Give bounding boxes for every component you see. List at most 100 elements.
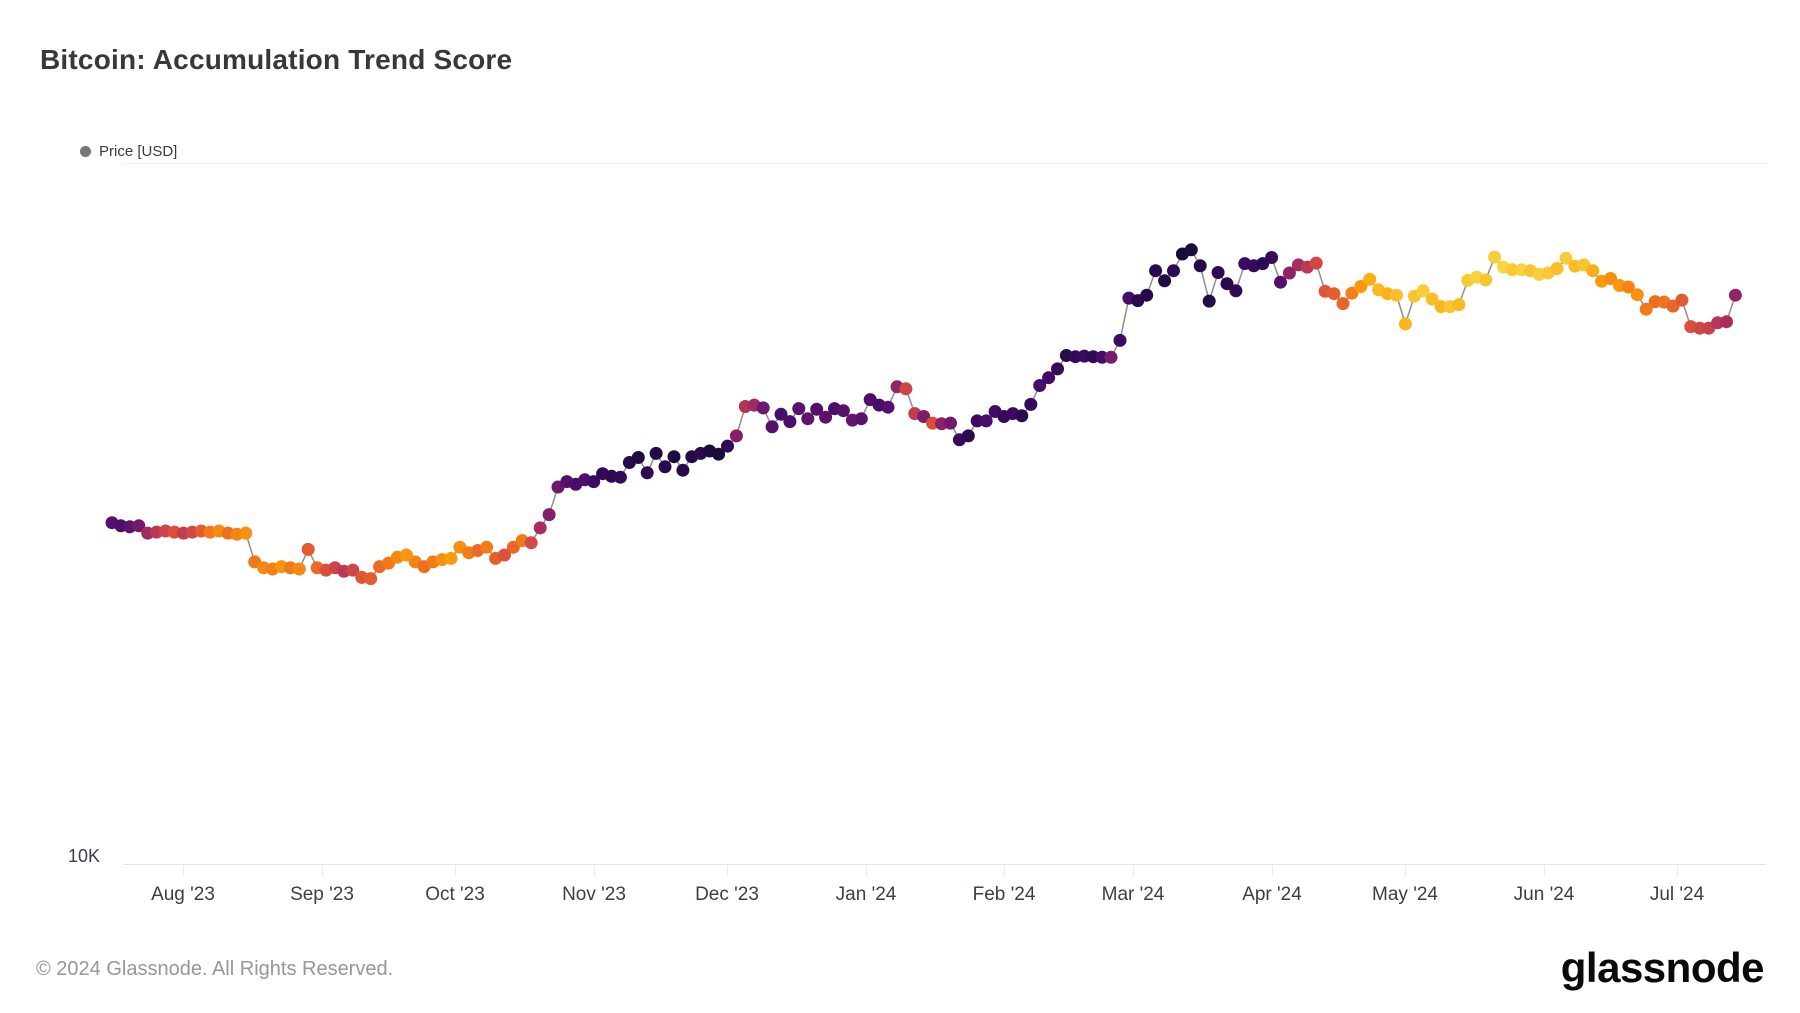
price-dot[interactable] — [721, 439, 734, 453]
price-dot[interactable] — [1184, 243, 1198, 257]
price-dot[interactable] — [1416, 284, 1430, 298]
x-axis-tick — [455, 864, 456, 876]
price-dot[interactable] — [1345, 286, 1359, 300]
price-dot[interactable] — [132, 519, 146, 533]
price-dot[interactable] — [917, 410, 931, 423]
x-axis-label: May '24 — [1372, 884, 1438, 905]
price-dot[interactable] — [1630, 288, 1644, 302]
price-dot[interactable] — [1193, 259, 1207, 273]
price-dot[interactable] — [1042, 371, 1056, 385]
legend-item-price[interactable]: Price [USD] — [80, 143, 177, 160]
price-dot[interactable] — [961, 429, 975, 443]
price-dot[interactable] — [542, 508, 556, 522]
price-dot[interactable] — [970, 414, 984, 428]
price-dot[interactable] — [399, 548, 413, 562]
price-dot[interactable] — [1140, 288, 1154, 302]
price-dot[interactable] — [1505, 263, 1519, 277]
price-dot[interactable] — [667, 450, 681, 464]
price-dot[interactable] — [1274, 275, 1287, 289]
price-dot[interactable] — [1452, 298, 1466, 312]
price-dot[interactable] — [1390, 288, 1403, 302]
price-dot[interactable] — [524, 536, 538, 550]
price-dot[interactable] — [1051, 362, 1064, 376]
price-dot[interactable] — [649, 446, 663, 460]
price-dot[interactable] — [292, 562, 306, 576]
price-dot[interactable] — [819, 410, 833, 424]
price-dot[interactable] — [881, 400, 895, 414]
x-axis-tick — [1272, 864, 1273, 876]
price-dot[interactable] — [1113, 333, 1127, 347]
price-dot[interactable] — [444, 551, 458, 565]
price-dot[interactable] — [301, 542, 315, 556]
price-dot[interactable] — [1024, 397, 1038, 411]
price-dot[interactable] — [1015, 409, 1029, 423]
price-dot[interactable] — [1675, 293, 1689, 307]
price-dot[interactable] — [1586, 264, 1600, 278]
price-dot[interactable] — [640, 466, 654, 480]
price-dot[interactable] — [533, 521, 547, 535]
price-dot[interactable] — [498, 548, 511, 562]
price-dot[interactable] — [1363, 272, 1377, 286]
price-dot[interactable] — [1104, 350, 1118, 364]
price-dot[interactable] — [587, 475, 601, 489]
price-dot[interactable] — [631, 451, 645, 464]
price-dot[interactable] — [1265, 251, 1279, 264]
price-dot[interactable] — [1149, 264, 1163, 278]
price-dot[interactable] — [676, 463, 690, 477]
price-dot[interactable] — [658, 460, 672, 474]
price-dot[interactable] — [1202, 294, 1216, 308]
price-dot[interactable] — [1559, 251, 1573, 265]
price-dot[interactable] — [801, 412, 815, 426]
x-axis-tick — [1133, 864, 1134, 876]
price-dot[interactable] — [765, 420, 779, 434]
price-dot[interactable] — [1158, 274, 1172, 288]
price-dot[interactable] — [774, 407, 788, 421]
price-dot[interactable] — [1167, 264, 1180, 278]
price-dot[interactable] — [1354, 280, 1368, 293]
x-axis-label: Jan '24 — [835, 884, 897, 905]
price-dot[interactable] — [239, 526, 253, 540]
price-dot[interactable] — [1604, 272, 1618, 285]
price-dot[interactable] — [1327, 287, 1341, 301]
price-dot[interactable] — [1488, 250, 1502, 264]
price-dot[interactable] — [1720, 315, 1733, 329]
price-dot[interactable] — [899, 382, 913, 396]
price-dot[interactable] — [729, 429, 743, 443]
price-dot[interactable] — [1229, 284, 1243, 298]
price-dot[interactable] — [1479, 273, 1493, 287]
price-dot[interactable] — [1398, 317, 1412, 331]
price-dot[interactable] — [346, 563, 360, 577]
price-dot[interactable] — [1211, 266, 1225, 279]
price-dot[interactable] — [1693, 321, 1707, 335]
price-dot[interactable] — [480, 540, 494, 554]
price-dot[interactable] — [836, 404, 850, 418]
price-dot[interactable] — [1639, 302, 1653, 316]
price-dot[interactable] — [854, 412, 868, 426]
price-dot[interactable] — [810, 402, 824, 416]
price-dot[interactable] — [1095, 350, 1109, 364]
price-dot[interactable] — [1621, 280, 1635, 294]
price-dot[interactable] — [792, 402, 806, 416]
price-dot[interactable] — [1282, 266, 1296, 280]
x-axis-label: Jul '24 — [1649, 884, 1705, 905]
price-dot[interactable] — [1336, 297, 1350, 311]
price-dot[interactable] — [506, 540, 520, 554]
price-dot[interactable] — [613, 470, 627, 484]
price-dot[interactable] — [1434, 300, 1448, 314]
price-dot[interactable] — [364, 572, 378, 586]
price-dot[interactable] — [944, 416, 957, 430]
price-dot[interactable] — [783, 415, 797, 429]
x-axis-label: Feb '24 — [972, 884, 1036, 905]
price-dot[interactable] — [712, 447, 726, 461]
price-dot[interactable] — [1728, 288, 1742, 302]
price-dot[interactable] — [756, 401, 770, 415]
price-dot[interactable] — [1550, 262, 1564, 275]
price-dot[interactable] — [979, 414, 993, 428]
price-dot[interactable] — [1220, 277, 1234, 291]
price-dot[interactable] — [1309, 256, 1323, 270]
price-dot[interactable] — [1425, 292, 1439, 306]
price-dot[interactable] — [1033, 379, 1047, 392]
plot-top-border — [123, 163, 1766, 164]
